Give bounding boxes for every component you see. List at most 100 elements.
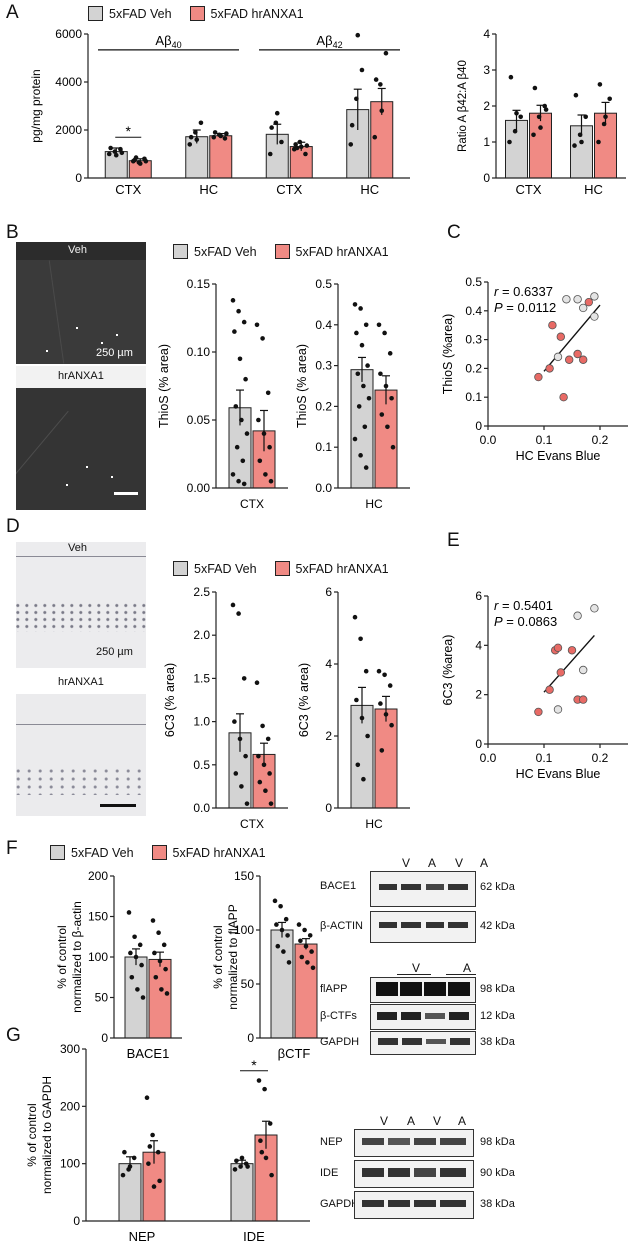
data-point bbox=[237, 356, 243, 362]
y-tick-label: 0 bbox=[73, 1214, 80, 1228]
data-point bbox=[302, 927, 307, 933]
y-tick-label: 1 bbox=[483, 135, 490, 149]
data-point bbox=[372, 134, 378, 140]
micrograph-label-veh: Veh bbox=[68, 542, 87, 554]
y-tick-label: 4 bbox=[483, 27, 490, 41]
micrograph-thios-veh: Veh 250 µm bbox=[16, 242, 146, 364]
y-tick-label: 0 bbox=[475, 419, 482, 433]
data-point bbox=[265, 736, 271, 742]
data-point bbox=[536, 114, 542, 120]
data-point bbox=[152, 950, 157, 956]
y-tick-label: 2.5 bbox=[193, 585, 210, 599]
bar-hranxa1 bbox=[294, 943, 318, 1039]
chart-thios-hc: 0.0 0.1 0.2 0.3 0.4 0.5 ThioS (% area) HC bbox=[295, 277, 410, 511]
data-point bbox=[260, 723, 265, 729]
y-tick-label: 0.15 bbox=[187, 277, 211, 291]
speckle bbox=[111, 476, 113, 478]
legend-swatch-veh bbox=[173, 244, 188, 259]
blot-lane-label: V bbox=[402, 856, 411, 870]
data-point bbox=[147, 1144, 153, 1149]
scale-bar-label: 250 µm bbox=[96, 347, 133, 359]
data-point bbox=[376, 668, 382, 674]
data-point bbox=[218, 133, 224, 139]
data-point bbox=[233, 404, 239, 409]
x-category-label: CTX bbox=[516, 182, 542, 197]
blot-kda-label: 62 kDa bbox=[480, 881, 515, 893]
y-tick-label: 200 bbox=[60, 1099, 80, 1113]
y-axis-label: % of control bbox=[211, 925, 225, 988]
data-point bbox=[572, 143, 577, 148]
data-point bbox=[263, 472, 268, 477]
data-point bbox=[239, 784, 244, 789]
speckle bbox=[66, 484, 68, 486]
data-point bbox=[143, 158, 149, 164]
blot-kda-label: 98 kDa bbox=[480, 983, 515, 995]
data-point bbox=[356, 404, 362, 409]
regression-line bbox=[543, 635, 595, 693]
panel-letter-f: F bbox=[6, 838, 18, 859]
data-point bbox=[378, 701, 383, 706]
scatter-point-hranxa1 bbox=[556, 332, 565, 341]
data-point bbox=[273, 120, 279, 126]
micrograph-label-hranxa1: hrANXA1 bbox=[58, 676, 104, 688]
data-point bbox=[303, 151, 308, 157]
data-point bbox=[157, 1178, 162, 1184]
scatter-point-hranxa1 bbox=[573, 349, 582, 359]
data-point bbox=[239, 1155, 245, 1161]
data-point bbox=[137, 161, 143, 166]
scatter-point-veh bbox=[573, 295, 582, 304]
data-point bbox=[256, 417, 261, 423]
blot-kda-label: 98 kDa bbox=[480, 1136, 515, 1148]
data-point bbox=[305, 960, 310, 965]
correlation-p-label: P = 0.0863 bbox=[494, 614, 557, 629]
scatter-point-hranxa1 bbox=[553, 643, 563, 652]
data-point bbox=[240, 458, 246, 464]
y-tick-label: 0 bbox=[101, 1031, 108, 1045]
data-point bbox=[366, 395, 372, 401]
y-axis-label: normalized to GAPDH bbox=[40, 1076, 54, 1194]
data-point bbox=[243, 753, 248, 759]
y-tick-label: 0.05 bbox=[187, 413, 211, 427]
data-point bbox=[601, 121, 607, 127]
data-point bbox=[236, 611, 241, 616]
data-point bbox=[126, 910, 132, 915]
y-axis-label: ThioS (% area) bbox=[295, 344, 309, 428]
data-point bbox=[256, 753, 261, 759]
x-tick-label: 0.0 bbox=[480, 433, 497, 447]
data-point bbox=[279, 927, 285, 933]
data-point bbox=[244, 801, 250, 806]
y-tick-label: 3 bbox=[483, 63, 490, 77]
bar-veh bbox=[270, 929, 294, 1039]
data-point bbox=[507, 139, 512, 145]
data-point bbox=[297, 139, 303, 145]
data-point bbox=[262, 1086, 267, 1092]
data-point bbox=[390, 444, 396, 450]
y-tick-label: 0.2 bbox=[465, 361, 482, 375]
x-axis-label: HC Evans Blue bbox=[516, 449, 601, 463]
x-tick-label: 0.0 bbox=[480, 751, 497, 765]
y-axis-label: 6C3 (%area) bbox=[441, 635, 455, 706]
y-tick-label: 0.1 bbox=[465, 390, 482, 404]
data-point bbox=[153, 974, 159, 980]
y-axis-label: ThioS (%area) bbox=[441, 314, 455, 395]
legend-swatch-veh bbox=[50, 845, 65, 860]
data-point bbox=[373, 77, 379, 82]
data-point bbox=[259, 1149, 265, 1155]
data-point bbox=[307, 933, 313, 938]
panel-letter-e: E bbox=[447, 530, 460, 551]
data-point bbox=[187, 142, 193, 147]
data-point bbox=[518, 114, 523, 120]
scatter-point-veh bbox=[553, 705, 563, 714]
bar-hranxa1 bbox=[209, 135, 233, 179]
data-point bbox=[241, 676, 247, 681]
blot-kda-label: 90 kDa bbox=[480, 1167, 515, 1179]
blot-band-label: GAPDH bbox=[320, 1198, 360, 1210]
data-point bbox=[542, 103, 547, 109]
data-point bbox=[140, 995, 146, 1000]
x-category-label: NEP bbox=[129, 1229, 156, 1244]
data-point bbox=[119, 150, 125, 156]
chart-thios-vs-evans-blue: 0 0.1 0.2 0.3 0.4 0.5 0.0 0.1 0.2 HC Evans Blue Th… bbox=[441, 275, 628, 463]
data-point bbox=[129, 974, 135, 980]
y-tick-label: 0.3 bbox=[315, 359, 332, 373]
data-point bbox=[358, 453, 363, 458]
